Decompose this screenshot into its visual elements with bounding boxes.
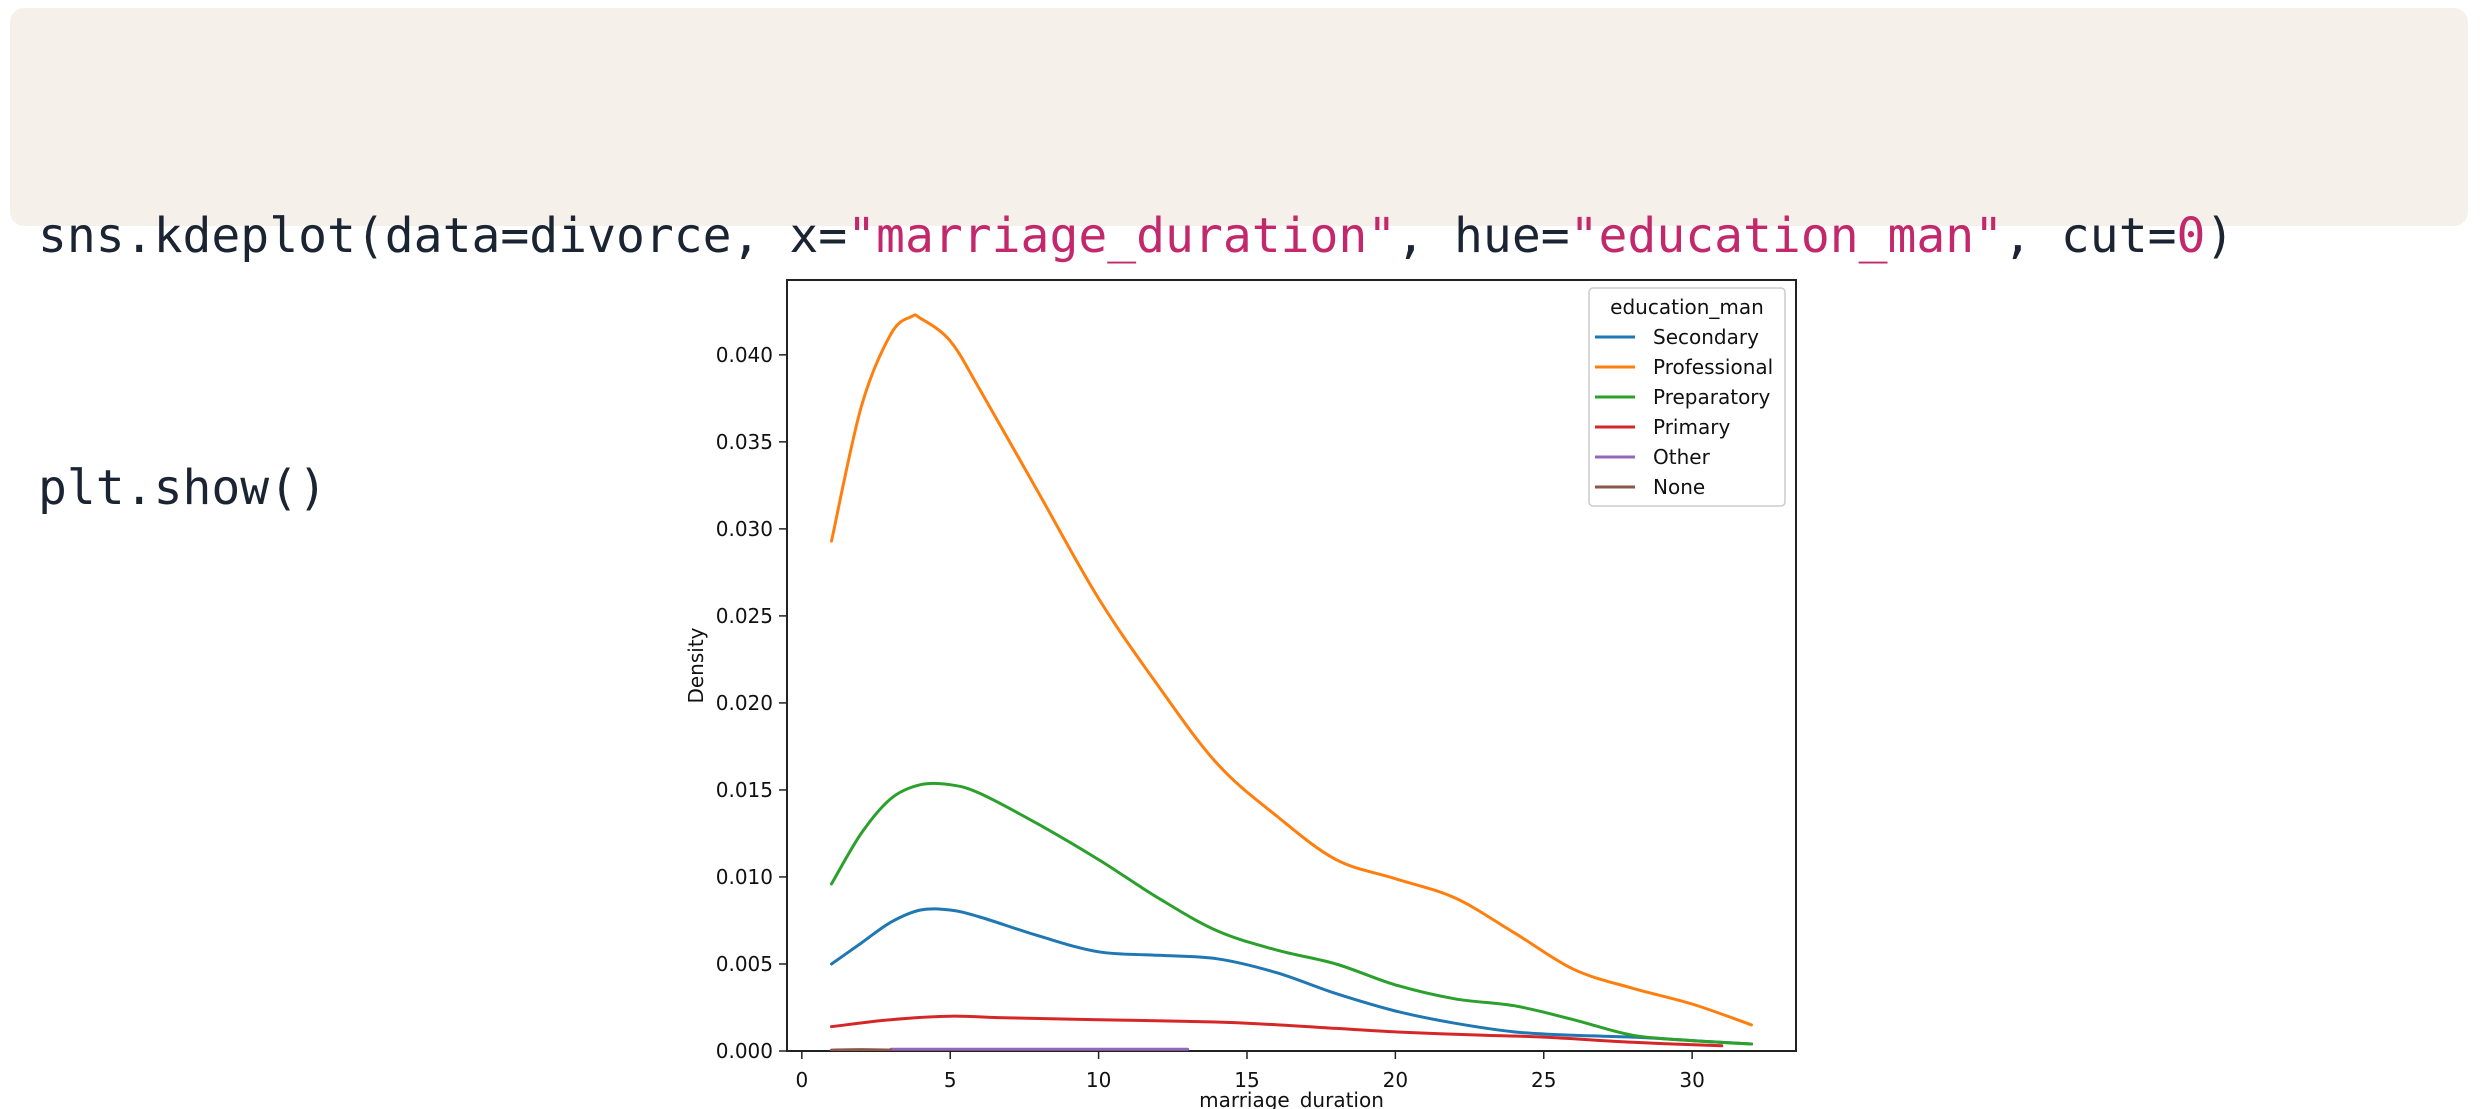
- series-line-none: [830, 1048, 893, 1051]
- code-text: , cut=: [2003, 208, 2177, 264]
- legend-label-none: None: [1653, 475, 1705, 499]
- series-line-professional: [830, 313, 1753, 1027]
- code-number: 0: [2176, 208, 2206, 264]
- y-tick-label: 0.030: [716, 517, 773, 541]
- code-string: "marriage_duration": [847, 208, 1397, 264]
- plot-lines: [830, 313, 1753, 1051]
- x-tick-label: 30: [1679, 1068, 1704, 1092]
- series-line-preparatory: [830, 781, 1753, 1046]
- y-tick-label: 0.015: [716, 778, 773, 802]
- legend-box: [1588, 287, 1786, 507]
- code-line-1: sns.kdeplot(data=divorce, x="marriage_du…: [38, 194, 2468, 278]
- series-line-secondary: [830, 907, 1753, 1046]
- plot-axes: 0 5 10 15 20 25 30 0.000 0.005 0.010 0.015 0.020 0.0…: [684, 279, 1797, 1109]
- x-tick-label: 15: [1234, 1068, 1259, 1092]
- x-tick-label: 5: [944, 1068, 957, 1092]
- x-tick-label: 20: [1383, 1068, 1408, 1092]
- code-text: ): [2205, 208, 2235, 264]
- code-text: sns.kdeplot(data=divorce, x=: [38, 208, 848, 264]
- x-tick-label: 10: [1086, 1068, 1111, 1092]
- legend: education_man Secondary Professional Prepar…: [1588, 287, 1786, 507]
- y-tick-label: 0.020: [716, 691, 773, 715]
- y-tick-label: 0.025: [716, 604, 773, 628]
- y-axis-label: Density: [684, 627, 708, 703]
- legend-label-secondary: Secondary: [1653, 325, 1759, 349]
- x-tick-label: 25: [1531, 1068, 1556, 1092]
- plot-frame: [786, 279, 1797, 1052]
- y-tick-label: 0.010: [716, 865, 773, 889]
- legend-label-primary: Primary: [1653, 415, 1730, 439]
- legend-label-preparatory: Preparatory: [1653, 385, 1771, 409]
- code-string: "education_man": [1569, 208, 2004, 264]
- code-cell: sns.kdeplot(data=divorce, x="marriage_du…: [10, 8, 2468, 516]
- y-tick-label: 0.040: [716, 343, 773, 367]
- y-tick-label: 0.005: [716, 952, 773, 976]
- code-text: , hue=: [1396, 208, 1570, 264]
- legend-label-professional: Professional: [1653, 355, 1773, 379]
- y-tick-label: 0.000: [716, 1039, 773, 1063]
- y-tick-label: 0.035: [716, 430, 773, 454]
- code-line-2: plt.show(): [38, 460, 327, 516]
- legend-title: education_man: [1610, 295, 1764, 319]
- series-line-primary: [830, 1014, 1724, 1048]
- legend-label-other: Other: [1653, 445, 1711, 469]
- x-axis-label: marriage_duration: [1199, 1088, 1384, 1109]
- x-tick-label: 0: [795, 1068, 808, 1092]
